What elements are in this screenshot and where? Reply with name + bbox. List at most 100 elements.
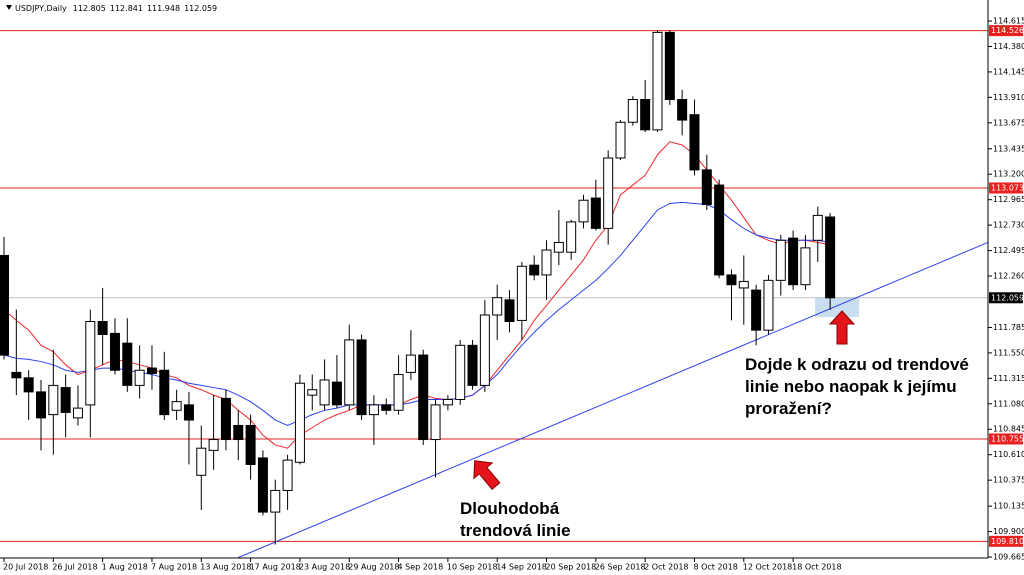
annotation: linie nebo naopak k jejímu: [745, 377, 957, 396]
y-tick-label: 113.675: [993, 118, 1024, 127]
candle-body: [825, 216, 836, 299]
header-icon: [6, 5, 12, 10]
current-price-box: [989, 292, 1023, 304]
x-tick-label: 12 Oct 2018: [743, 563, 792, 572]
x-tick-label: 7 Aug 2018: [151, 563, 197, 572]
x-tick-label: 23 Aug 2018: [299, 563, 350, 572]
candle-body: [763, 279, 774, 331]
candle-body: [134, 369, 145, 386]
level-label: 113.073: [991, 183, 1024, 192]
x-tick-label: 1 Aug 2018: [102, 563, 148, 572]
y-tick-label: 111.785: [993, 323, 1024, 332]
axis-labels: 114.615 114.380 114.145 113.910 113.675 113.4…: [3, 17, 1024, 572]
low: 111.948: [147, 4, 180, 13]
y-tick-label: 113.435: [993, 144, 1024, 153]
candle-body: [159, 369, 170, 416]
x-tick-label: 26 Sep 2018: [595, 563, 646, 572]
y-tick-label: 113.910: [993, 93, 1024, 102]
candle-body: [504, 299, 515, 323]
candle-body: [553, 241, 564, 253]
candle-body: [282, 459, 293, 491]
candle-body: [566, 221, 577, 253]
candle-body: [11, 371, 22, 379]
candle-body: [430, 404, 441, 441]
annotation: trendová linie: [460, 521, 571, 540]
y-tick-label: 112.730: [993, 221, 1024, 230]
y-tick-label: 109.900: [993, 527, 1024, 536]
arrow: [473, 460, 501, 490]
candle-body: [664, 31, 675, 101]
candle-body: [196, 447, 207, 476]
candle-body: [726, 274, 737, 286]
candle-body: [344, 339, 355, 406]
candle-body: [171, 401, 182, 411]
level-label: 109.810: [991, 537, 1024, 546]
y-tick-label: 112.965: [993, 195, 1024, 204]
candle-body: [578, 199, 589, 223]
candle-body: [245, 424, 256, 465]
candle-body: [541, 249, 552, 276]
candle-body: [418, 354, 429, 441]
y-tick-label: 114.615: [993, 17, 1024, 26]
candle-body: [85, 321, 96, 406]
annotation: proražení?: [745, 399, 832, 418]
highlight-zone: [815, 297, 859, 317]
candle-body: [331, 381, 342, 406]
candle-body: [529, 264, 540, 276]
candle-body: [800, 247, 811, 286]
level-label: 114.526: [991, 26, 1024, 35]
arrow: [828, 310, 856, 345]
plot-area: [0, 30, 988, 558]
candle-body: [689, 114, 700, 171]
candle-body: [146, 367, 157, 374]
candle-body: [405, 354, 416, 373]
candle-body: [208, 439, 219, 451]
current-price-label: 112.059: [991, 293, 1024, 302]
candle-body: [307, 389, 318, 396]
x-tick-label: 10 Sep 2018: [447, 563, 498, 572]
x-tick-label: 29 Aug 2018: [348, 563, 399, 572]
y-tick-label: 111.080: [993, 399, 1024, 408]
candle-body: [738, 280, 749, 289]
candle-body: [368, 404, 379, 416]
candle-body: [467, 344, 478, 386]
x-tick-label: 4 Sep 2018: [398, 563, 444, 572]
y-tick-label: 111.315: [993, 374, 1024, 383]
header: USDJPY,Daily 112.805 112.841 111.948 112.059: [15, 4, 217, 13]
candle-body: [615, 121, 626, 159]
y-tick-label: 112.495: [993, 246, 1024, 255]
candle-body: [701, 169, 712, 206]
candle-body: [319, 379, 330, 406]
y-tick-label: 114.380: [993, 42, 1024, 51]
symbol: USDJPY,Daily: [15, 4, 67, 13]
annotation: Dlouhodobá: [460, 499, 560, 518]
open: 112.805: [73, 4, 106, 13]
candle-body: [455, 344, 466, 400]
candle-body: [603, 157, 614, 229]
candle-body: [48, 384, 59, 416]
candle-body: [97, 321, 108, 335]
close: 112.059: [184, 4, 217, 13]
x-tick-label: 26 Jul 2018: [52, 563, 97, 572]
y-tick-label: 109.665: [993, 553, 1024, 562]
level-label-box: [989, 182, 1023, 194]
candle-body: [122, 342, 133, 386]
y-tick-label: 110.135: [993, 502, 1024, 511]
candle-body: [0, 254, 9, 356]
y-tick-label: 114.145: [993, 67, 1024, 76]
x-tick-label: 13 Aug 2018: [200, 563, 251, 572]
candle-body: [775, 239, 786, 281]
candle-body: [183, 404, 194, 421]
x-tick-label: 17 Aug 2018: [250, 563, 301, 572]
candle-body: [627, 99, 638, 123]
y-tick-label: 111.550: [993, 348, 1024, 357]
x-tick-label: 14 Sep 2018: [496, 563, 547, 572]
candle-body: [652, 31, 663, 131]
candle-body: [23, 377, 34, 393]
y-tick-label: 112.260: [993, 272, 1024, 281]
x-tick-label: 20 Jul 2018: [3, 563, 48, 572]
candle-body: [356, 339, 367, 416]
candle-body: [220, 397, 231, 441]
